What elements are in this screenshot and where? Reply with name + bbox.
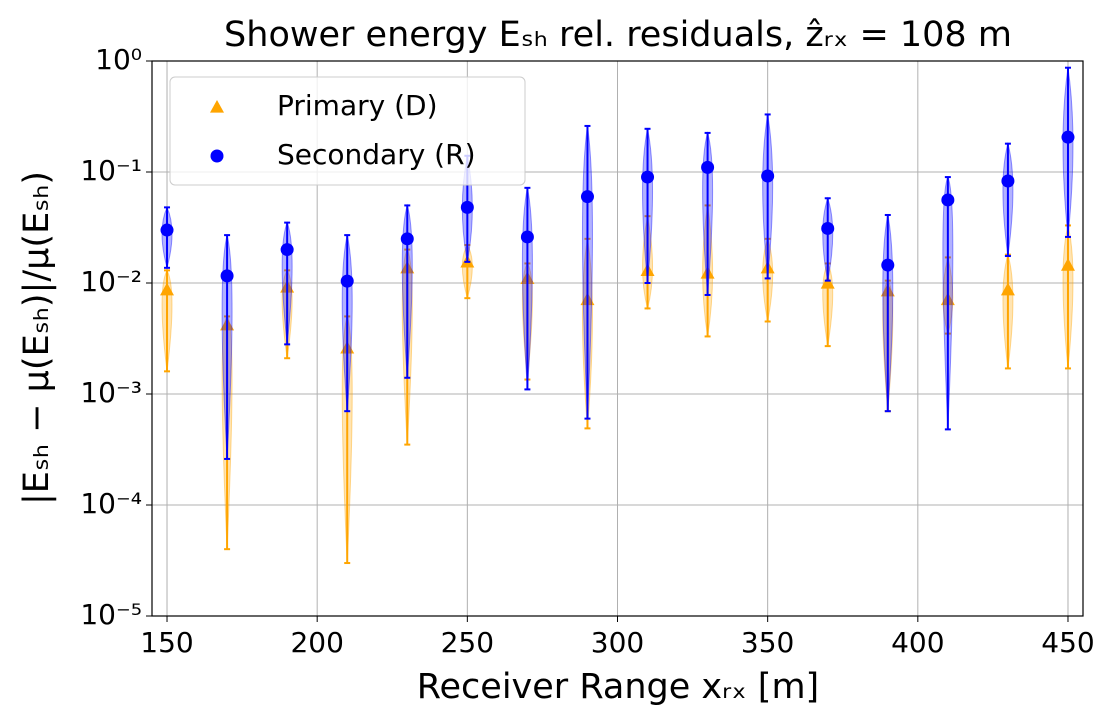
- point: [1061, 130, 1075, 144]
- y-tick-label: 10⁻⁴: [80, 487, 142, 520]
- point: [340, 274, 354, 288]
- point: [400, 232, 414, 246]
- point: [641, 170, 655, 184]
- point: [761, 169, 775, 183]
- x-tick-label: 200: [290, 626, 343, 659]
- x-tick-label: 300: [591, 626, 644, 659]
- x-tick-label: 250: [441, 626, 494, 659]
- point: [160, 223, 174, 237]
- point: [1000, 282, 1015, 296]
- point: [941, 193, 955, 207]
- legend-box: [169, 76, 526, 186]
- point: [220, 269, 234, 283]
- y-axis-label: |Eₛₕ − μ(Eₛₕ)|/μ(Eₛₕ): [17, 171, 57, 505]
- legend-marker: [210, 100, 224, 113]
- point: [881, 258, 895, 272]
- x-tick-label: 350: [741, 626, 794, 659]
- legend-label: Primary (D): [277, 89, 438, 122]
- point: [520, 230, 534, 244]
- x-tick-label: 400: [891, 626, 944, 659]
- point: [821, 221, 835, 235]
- y-tick-label: 10⁻³: [80, 376, 142, 409]
- legend-marker: [210, 149, 224, 163]
- point: [820, 276, 835, 289]
- point: [580, 190, 594, 204]
- point: [280, 243, 294, 257]
- chart-title: Shower energy Eₛₕ rel. residuals, ẑᵣₓ = …: [224, 15, 1012, 55]
- legend-label: Secondary (R): [277, 138, 476, 171]
- point: [1060, 258, 1075, 271]
- point: [1001, 174, 1015, 188]
- plot-frame: [151, 60, 1084, 617]
- x-tick-label: 450: [1041, 626, 1094, 659]
- y-tick-label: 10⁻¹: [80, 154, 142, 187]
- y-tick-label: 10⁰: [95, 43, 142, 76]
- point: [160, 282, 175, 296]
- point: [460, 200, 474, 214]
- x-axis-label: Receiver Range xᵣₓ [m]: [417, 667, 819, 707]
- point: [701, 160, 715, 174]
- y-tick-label: 10⁻²: [80, 265, 142, 298]
- x-tick-label: 150: [140, 626, 193, 659]
- y-tick-label: 10⁻⁵: [80, 598, 142, 631]
